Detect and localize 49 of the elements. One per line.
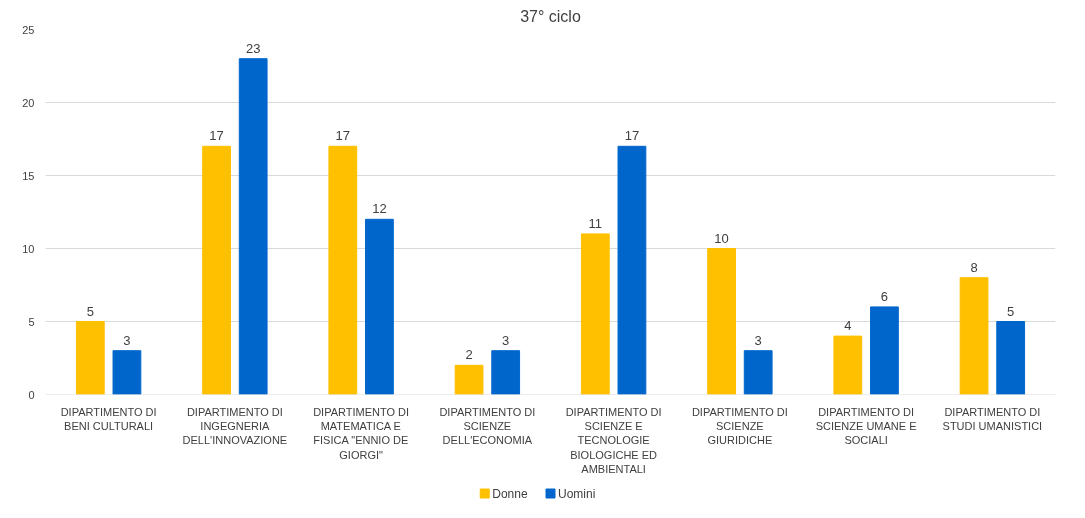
bar bbox=[617, 145, 647, 395]
y-tick-label: 25 bbox=[22, 23, 35, 36]
y-tick-label: 20 bbox=[22, 96, 35, 109]
bar bbox=[328, 145, 358, 395]
data-label: 11 bbox=[588, 215, 603, 231]
chart-title: 37° ciclo bbox=[520, 7, 581, 25]
data-label: 17 bbox=[624, 128, 640, 144]
legend-label: Uomini bbox=[558, 486, 596, 501]
data-label: 3 bbox=[754, 332, 762, 348]
x-tick-label: DIPARTIMENTO DI INGEGNERIA DELL'INNOVAZIONE bbox=[182, 405, 288, 447]
data-label: 3 bbox=[123, 332, 131, 348]
bar bbox=[870, 306, 899, 395]
y-tick-label: 10 bbox=[22, 242, 35, 255]
bar bbox=[454, 364, 484, 395]
data-label: 2 bbox=[465, 347, 473, 363]
x-tick-label: DIPARTIMENTO DI STUDI UMANISTICI bbox=[942, 405, 1043, 432]
x-tick-label: DIPARTIMENTO DI SCIENZE E TECNOLOGIE BIOLOGICHE ED AMBIENTALI bbox=[565, 405, 662, 476]
bar bbox=[959, 277, 989, 395]
data-label: 5 bbox=[1007, 303, 1015, 319]
bar bbox=[75, 321, 105, 395]
x-tick-label: DIPARTIMENTO DI SCIENZE GIURIDICHE bbox=[691, 405, 788, 447]
x-tick-label: DIPARTIMENTO DI SCIENZE UMANE E SOCIALI bbox=[815, 405, 917, 447]
bar bbox=[833, 335, 863, 395]
x-tick-label: DIPARTIMENTO DI SCIENZE DELL'ECONOMIA bbox=[439, 405, 536, 447]
data-label: 23 bbox=[245, 40, 261, 56]
bar bbox=[112, 350, 142, 395]
bar bbox=[707, 248, 736, 395]
data-label: 5 bbox=[86, 303, 94, 319]
data-label: 17 bbox=[335, 128, 351, 144]
bar bbox=[743, 350, 773, 395]
y-tick-label: 0 bbox=[28, 388, 35, 401]
bar bbox=[996, 321, 1026, 395]
legend-label: Donne bbox=[492, 486, 528, 501]
bar bbox=[491, 350, 521, 395]
data-label: 12 bbox=[372, 201, 387, 217]
y-tick-label: 15 bbox=[22, 169, 35, 182]
data-label: 17 bbox=[209, 128, 224, 144]
bar bbox=[238, 58, 268, 395]
bar bbox=[580, 233, 610, 395]
data-label: 8 bbox=[970, 259, 978, 275]
x-tick-label: DIPARTIMENTO DI MATEMATICA E FISICA "ENNIO DE GIORGI" bbox=[313, 405, 410, 461]
data-label: 3 bbox=[502, 332, 510, 348]
bar bbox=[365, 218, 394, 395]
data-label: 6 bbox=[880, 288, 889, 304]
y-tick-label: 5 bbox=[28, 315, 35, 328]
bar bbox=[202, 145, 231, 395]
data-label: 4 bbox=[844, 318, 852, 334]
data-label: 10 bbox=[714, 230, 729, 246]
x-tick-label: DIPARTIMENTO DI BENI CULTURALI bbox=[60, 405, 157, 432]
